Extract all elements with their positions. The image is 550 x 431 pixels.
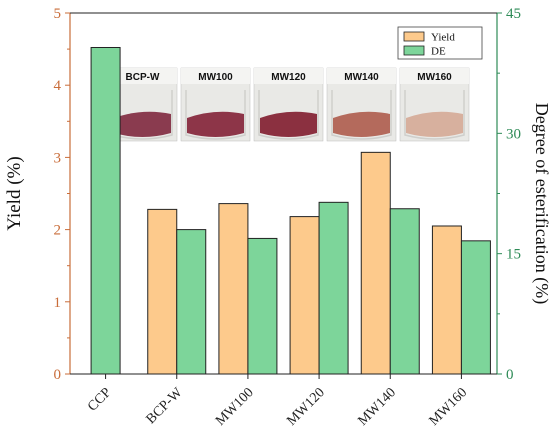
sample-photos: BCP-W MW100 MW120 MW140 MW160 xyxy=(107,67,470,142)
sample-powder xyxy=(406,111,463,137)
sample-powder xyxy=(333,111,390,137)
de-bar-mw160 xyxy=(460,240,491,375)
photo-label-band xyxy=(108,68,177,84)
x-tick-label-mw100: MW100 xyxy=(213,385,257,429)
photo-label-band xyxy=(254,68,323,84)
right-tick-label: 15 xyxy=(506,247,521,263)
photo-label-band xyxy=(327,68,396,84)
photo-mw160: MW160 xyxy=(399,67,470,142)
bars-group xyxy=(90,46,491,375)
yield-bar-mw160 xyxy=(431,225,462,375)
y-axis-title: Yield (%) xyxy=(4,156,25,230)
left-tick-label: 5 xyxy=(54,6,62,22)
photo-label-band xyxy=(181,68,250,84)
glass-vial xyxy=(404,90,465,140)
glass-vial xyxy=(331,90,392,140)
yield-bar-mw100 xyxy=(218,203,249,375)
x-tick-label-ccp: CCP xyxy=(85,385,114,414)
yield-bar-mw120 xyxy=(289,216,320,375)
photo-label: BCP-W xyxy=(126,72,160,83)
x-tick-label-mw120: MW120 xyxy=(284,385,328,429)
legend-swatch-de xyxy=(403,45,425,56)
y2-axis-title: Degree of esterification (%) xyxy=(531,103,550,304)
de-bar-ccp xyxy=(90,46,121,375)
photo-mw100: MW100 xyxy=(180,67,251,142)
left-tick-label: 4 xyxy=(54,78,62,94)
sample-powder xyxy=(260,111,317,137)
yield-bar-mw140 xyxy=(360,151,391,375)
x-tick-label-mw140: MW140 xyxy=(355,385,399,429)
glass-vial xyxy=(185,90,246,140)
photo-label: MW140 xyxy=(344,72,379,83)
glass-vial xyxy=(258,90,319,140)
x-tick-label-bcp-w: BCP-W xyxy=(144,385,187,428)
left-tick-label: 2 xyxy=(54,223,62,239)
photo-label: MW120 xyxy=(271,72,306,83)
de-bar-mw140 xyxy=(389,208,420,375)
de-bar-mw100 xyxy=(247,237,278,375)
legend-label-yield: Yield xyxy=(431,32,455,44)
yield-bar-bcp-w xyxy=(147,208,178,375)
right-tick-label: 0 xyxy=(506,367,514,383)
photo-mw120: MW120 xyxy=(253,67,324,142)
legend-label-de: DE xyxy=(431,46,446,58)
left-tick-label: 3 xyxy=(54,150,62,166)
right-tick-label: 45 xyxy=(506,6,521,22)
x-tick-label-mw160: MW160 xyxy=(427,385,471,429)
photo-mw140: MW140 xyxy=(326,67,397,142)
right-tick-label: 30 xyxy=(506,126,521,142)
legend-swatch-yield xyxy=(403,31,425,42)
photo-label: MW100 xyxy=(198,72,233,83)
left-tick-label: 0 xyxy=(54,367,62,383)
sample-powder xyxy=(114,111,171,137)
photo-label-band xyxy=(400,68,469,84)
de-bar-mw120 xyxy=(318,201,349,375)
sample-powder xyxy=(187,111,244,137)
left-tick-label: 1 xyxy=(54,295,62,311)
legend: Yield DE xyxy=(397,26,483,60)
photo-label: MW160 xyxy=(417,72,452,83)
de-bar-bcp-w xyxy=(176,229,207,375)
